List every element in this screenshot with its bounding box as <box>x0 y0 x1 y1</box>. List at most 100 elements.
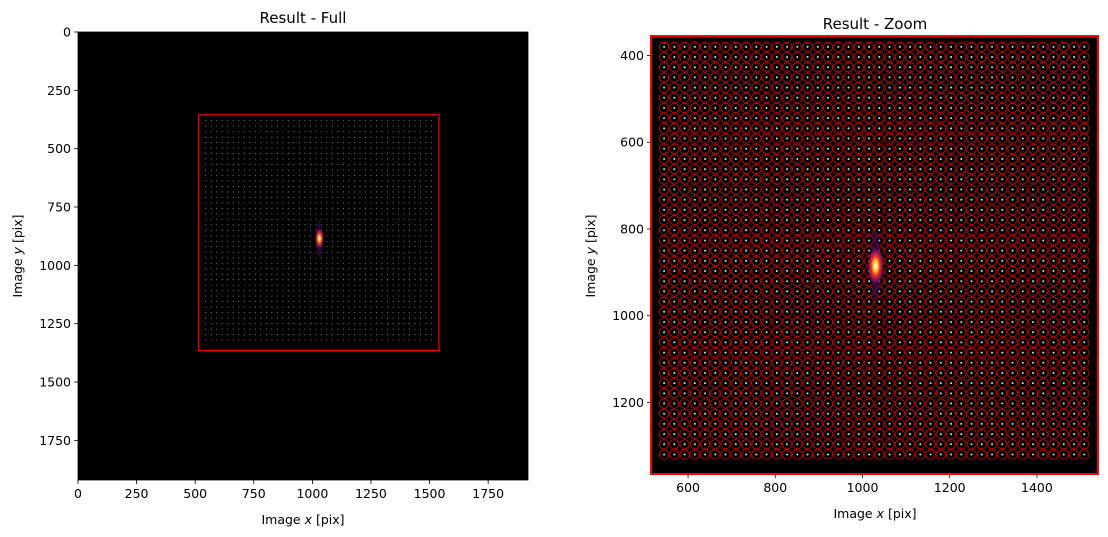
grid-point <box>745 86 748 89</box>
grid-point <box>724 168 727 171</box>
grid-circle <box>792 306 803 317</box>
grid-point <box>970 229 973 232</box>
grid-point <box>745 188 748 191</box>
grid-circle <box>986 245 998 256</box>
grid-point <box>364 312 367 314</box>
grid-point <box>419 169 422 171</box>
grid-point <box>320 196 322 198</box>
grid-point <box>991 239 994 242</box>
grid-circle <box>812 133 823 144</box>
grid-point <box>868 351 871 354</box>
grid-circle <box>833 306 844 317</box>
grid-point <box>868 392 871 395</box>
grid-circle <box>956 388 967 399</box>
grid-circle <box>966 388 977 399</box>
grid-circle <box>1017 245 1028 256</box>
grid-point <box>282 301 284 303</box>
grid-point <box>408 213 411 215</box>
grid-circle <box>771 316 782 328</box>
grid-point <box>392 213 394 215</box>
grid-point <box>1011 249 1014 252</box>
grid-point <box>353 306 356 308</box>
grid-circle <box>1079 225 1090 236</box>
grid-point <box>857 168 860 171</box>
grid-point <box>309 240 311 242</box>
grid-point <box>326 136 328 138</box>
grid-circle <box>741 245 752 256</box>
grid-circle <box>904 225 916 236</box>
grid-point <box>683 208 686 211</box>
grid-point <box>734 290 737 293</box>
grid-point <box>254 207 256 209</box>
grid-point <box>991 66 994 69</box>
grid-point <box>260 163 262 166</box>
grid-point <box>348 262 350 264</box>
grid-point <box>392 312 394 314</box>
grid-point <box>419 290 422 292</box>
grid-point <box>939 229 942 232</box>
grid-point <box>714 270 717 273</box>
grid-point <box>765 168 768 171</box>
grid-point <box>991 280 994 283</box>
grid-point <box>232 202 234 204</box>
grid-circle <box>915 337 926 348</box>
grid-point <box>265 257 267 259</box>
grid-circle <box>904 367 916 379</box>
grid-point <box>1001 300 1004 303</box>
grid-point <box>1021 106 1024 109</box>
grid-point <box>816 157 819 160</box>
grid-point <box>221 268 223 270</box>
grid-point <box>293 268 295 270</box>
grid-point <box>816 290 819 293</box>
grid-circle <box>792 123 803 134</box>
grid-point <box>238 163 240 166</box>
grid-point <box>1042 208 1045 211</box>
grid-point <box>745 168 748 171</box>
grid-circle <box>945 123 957 134</box>
grid-point <box>970 178 973 181</box>
grid-point <box>243 120 245 122</box>
grid-point <box>950 412 953 415</box>
grid-point <box>898 382 901 385</box>
grid-point <box>205 136 207 138</box>
grid-point <box>249 218 251 220</box>
grid-circle <box>1048 123 1059 134</box>
grid-point <box>403 191 405 193</box>
grid-point <box>868 219 871 222</box>
grid-point <box>878 331 881 334</box>
grid-point <box>734 86 737 89</box>
grid-circle <box>812 255 823 266</box>
grid-point <box>878 198 881 201</box>
grid-circle <box>802 296 813 307</box>
grid-point <box>827 270 830 273</box>
grid-point <box>847 76 850 79</box>
grid-point <box>315 180 317 182</box>
grid-circle <box>771 153 782 164</box>
grid-point <box>796 300 799 303</box>
grid-circle <box>904 286 916 297</box>
grid-point <box>419 317 422 319</box>
grid-point <box>1011 422 1014 425</box>
grid-point <box>847 341 850 344</box>
grid-circle <box>781 408 793 419</box>
grid-point <box>287 224 289 226</box>
grid-circle <box>679 337 690 348</box>
grid-circle <box>1017 164 1028 175</box>
grid-circle <box>904 153 916 164</box>
grid-circle <box>904 204 916 215</box>
grid-point <box>868 280 871 283</box>
grid-point <box>298 333 300 336</box>
grid-point <box>359 306 361 308</box>
grid-point <box>724 402 727 405</box>
grid-point <box>238 333 240 336</box>
grid-circle <box>884 418 895 429</box>
grid-point <box>857 198 860 201</box>
grid-point <box>1001 402 1004 405</box>
grid-point <box>1001 382 1004 385</box>
grid-circle <box>935 398 946 409</box>
grid-point <box>320 218 322 220</box>
grid-circle <box>956 378 967 389</box>
grid-point <box>960 310 963 313</box>
grid-point <box>1062 219 1065 222</box>
grid-point <box>1021 321 1024 323</box>
